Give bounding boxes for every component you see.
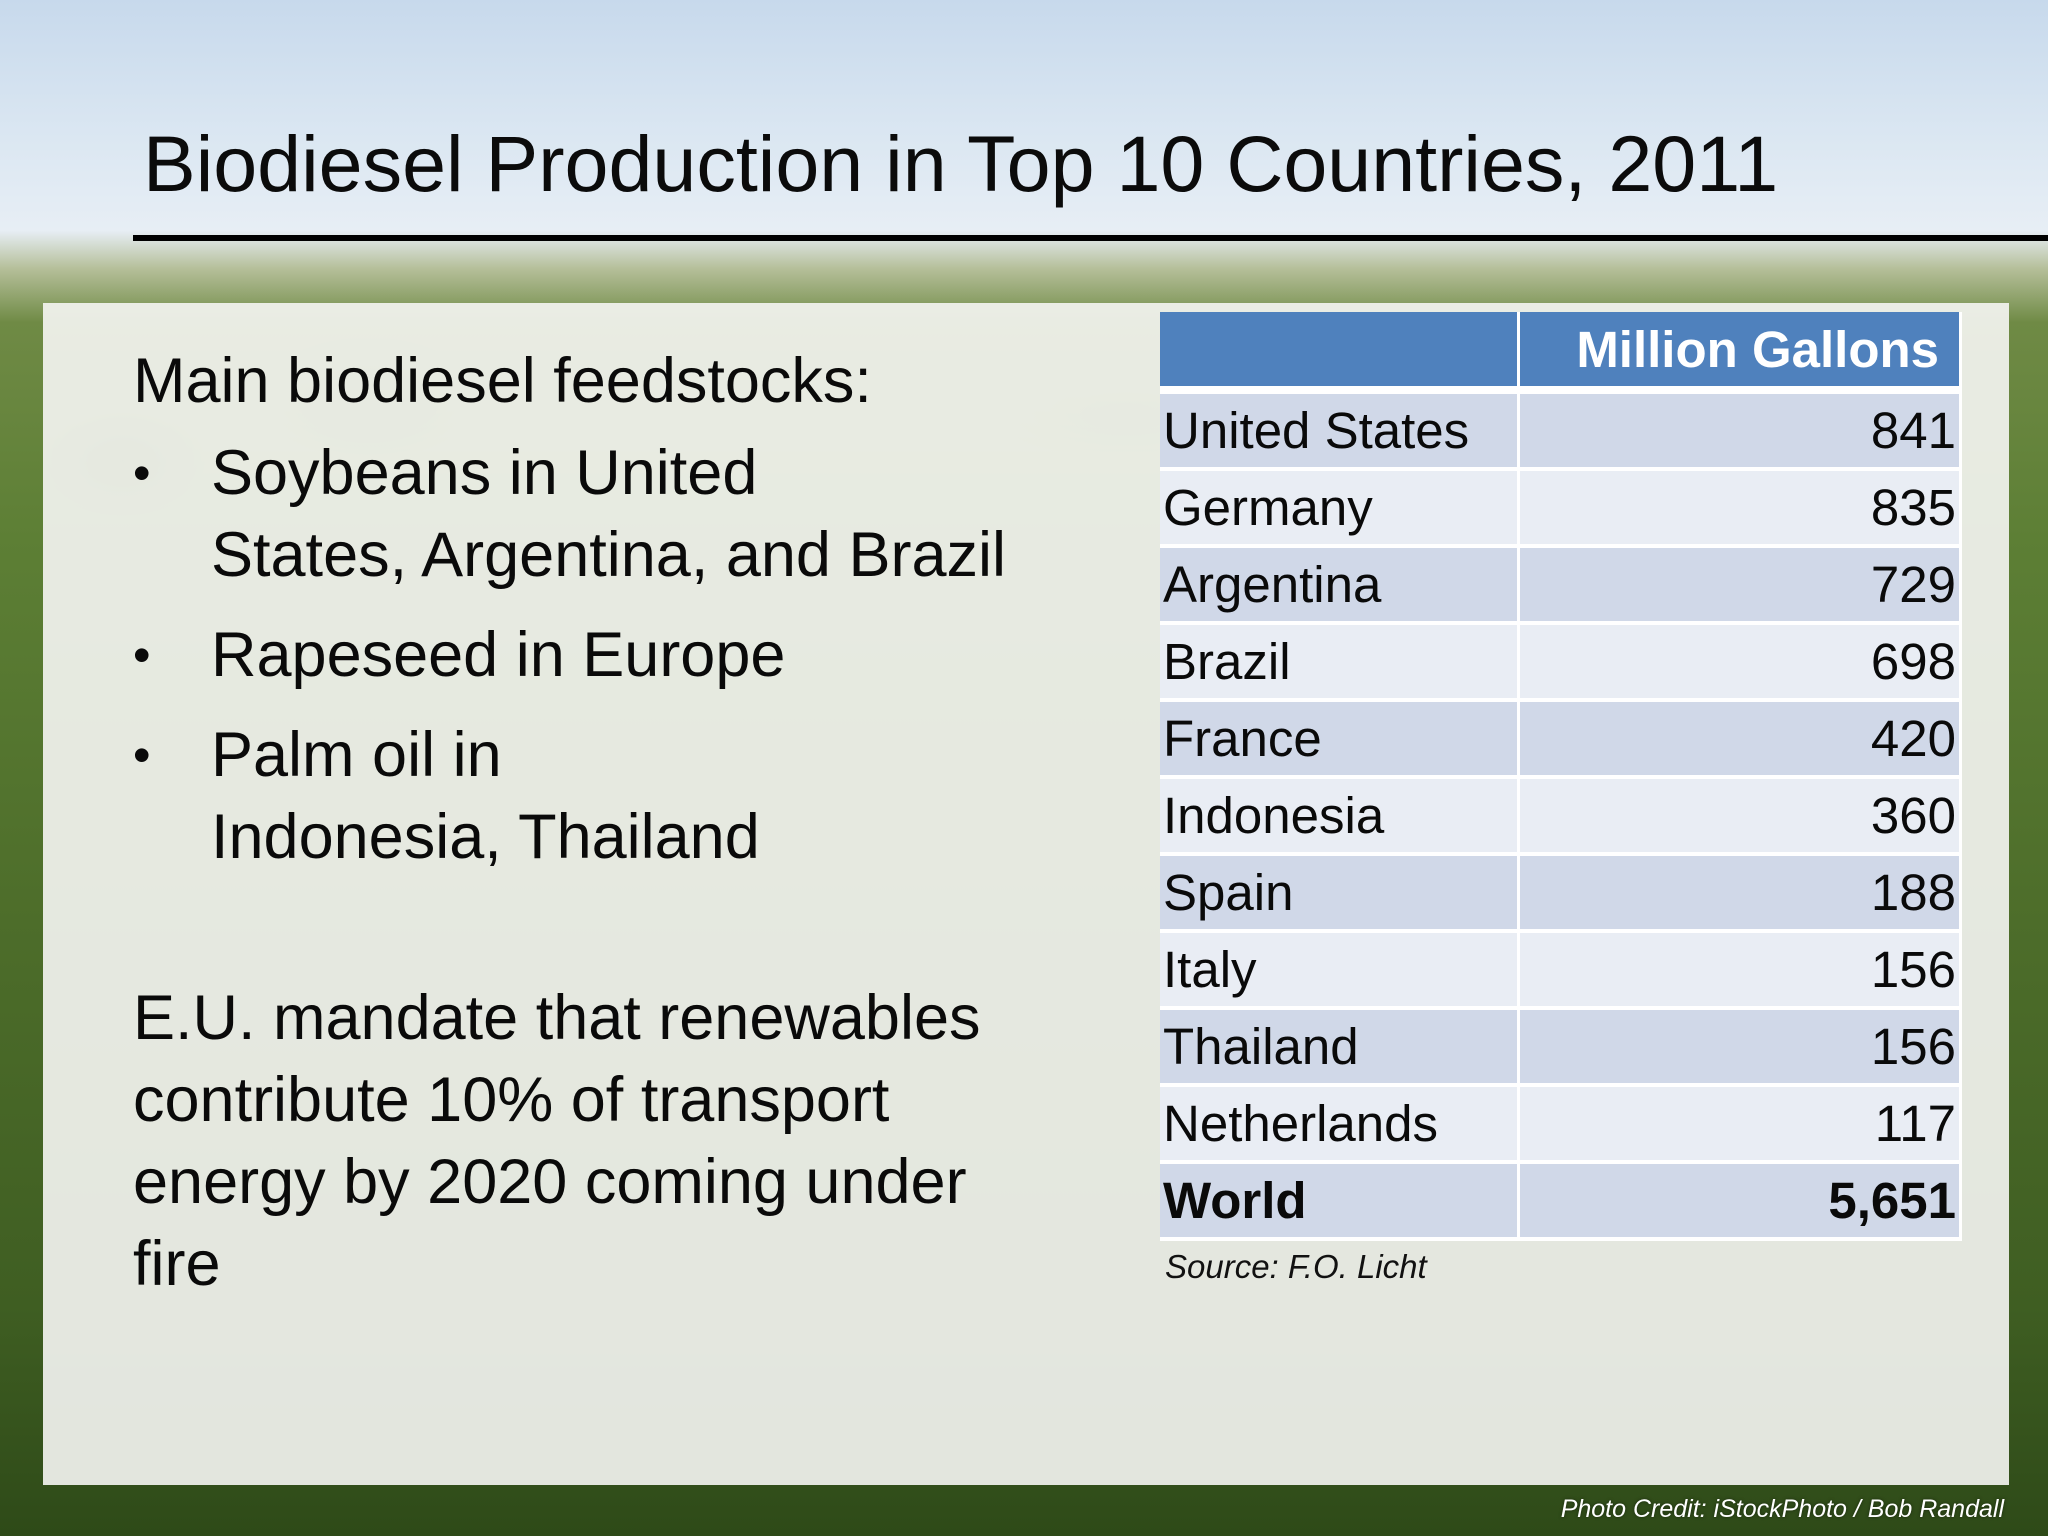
photo-credit: Photo Credit: iStockPhoto / Bob Randall: [1560, 1495, 2004, 1523]
list-item: • Palm oil in Indonesia, Thailand: [133, 714, 1093, 878]
feedstocks-list: • Soybeans in United States, Argentina, …: [133, 432, 1093, 878]
value-cell: 841: [1520, 394, 1962, 471]
value-cell: 729: [1520, 548, 1962, 625]
value-cell: 188: [1520, 856, 1962, 933]
table-total-row: World 5,651: [1160, 1164, 1962, 1241]
country-cell: France: [1160, 702, 1520, 779]
country-cell: Netherlands: [1160, 1087, 1520, 1164]
table-row: France 420: [1160, 702, 1962, 779]
mandate-line: E.U. mandate that renewables: [133, 983, 981, 1053]
bullet-icon: •: [133, 627, 151, 683]
eu-mandate-text: E.U. mandate that renewables contribute …: [133, 977, 1093, 1305]
value-cell: 360: [1520, 779, 1962, 856]
total-label-cell: World: [1160, 1164, 1520, 1241]
value-cell: 835: [1520, 471, 1962, 548]
country-cell: United States: [1160, 394, 1520, 471]
bullet-icon: •: [133, 445, 151, 501]
table-row: Germany 835: [1160, 471, 1962, 548]
bullet-line: Soybeans in United: [211, 438, 758, 508]
list-item: • Rapeseed in Europe: [133, 614, 1093, 696]
bullet-line: Palm oil in: [211, 720, 502, 790]
column-header-country: [1160, 312, 1520, 394]
total-value-cell: 5,651: [1520, 1164, 1962, 1241]
country-cell: Italy: [1160, 933, 1520, 1010]
value-cell: 156: [1520, 1010, 1962, 1087]
feedstocks-heading: Main biodiesel feedstocks:: [133, 346, 872, 416]
bullet-line: States, Argentina, and Brazil: [211, 520, 1006, 590]
mandate-line: energy by 2020 coming under: [133, 1147, 967, 1217]
country-cell: Thailand: [1160, 1010, 1520, 1087]
country-cell: Germany: [1160, 471, 1520, 548]
table-source-note: Source: F.O. Licht: [1165, 1248, 1427, 1285]
value-cell: 698: [1520, 625, 1962, 702]
bullet-line: Rapeseed in Europe: [211, 620, 786, 690]
country-cell: Brazil: [1160, 625, 1520, 702]
table-row: United States 841: [1160, 394, 1962, 471]
title-underline-rule: [133, 235, 2048, 241]
table-row: Netherlands 117: [1160, 1087, 1962, 1164]
value-cell: 420: [1520, 702, 1962, 779]
country-cell: Argentina: [1160, 548, 1520, 625]
value-cell: 156: [1520, 933, 1962, 1010]
table-row: Italy 156: [1160, 933, 1962, 1010]
bullet-line: Indonesia, Thailand: [211, 802, 760, 872]
value-cell: 117: [1520, 1087, 1962, 1164]
table-row: Argentina 729: [1160, 548, 1962, 625]
list-item: • Soybeans in United States, Argentina, …: [133, 432, 1093, 596]
table-row: Indonesia 360: [1160, 779, 1962, 856]
slide-title: Biodiesel Production in Top 10 Countries…: [143, 119, 1779, 208]
table-header-row: Million Gallons: [1160, 312, 1962, 394]
mandate-line: contribute 10% of transport: [133, 1065, 890, 1135]
bullet-icon: •: [133, 727, 151, 783]
table-row: Brazil 698: [1160, 625, 1962, 702]
production-table: Million Gallons United States 841 German…: [1160, 312, 1962, 1241]
country-cell: Spain: [1160, 856, 1520, 933]
column-header-million-gallons: Million Gallons: [1520, 312, 1962, 394]
country-cell: Indonesia: [1160, 779, 1520, 856]
mandate-line: fire: [133, 1229, 221, 1299]
table-row: Spain 188: [1160, 856, 1962, 933]
feedstocks-section: Main biodiesel feedstocks: • Soybeans in…: [133, 340, 1093, 896]
table-row: Thailand 156: [1160, 1010, 1962, 1087]
